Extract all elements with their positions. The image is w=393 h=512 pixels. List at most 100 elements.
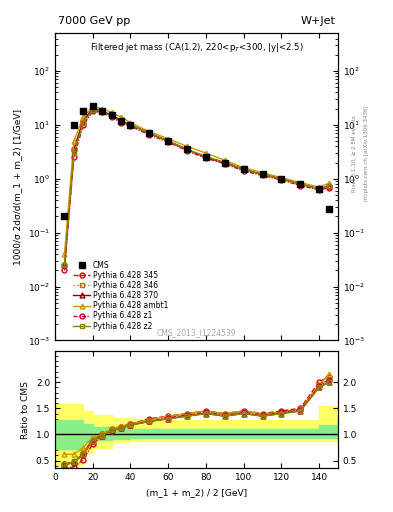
Pythia 6.428 345: [326, 183, 331, 189]
Pythia 6.428 345: [90, 105, 95, 112]
Pythia 6.428 ambt1: [147, 129, 152, 135]
Pythia 6.428 345: [166, 138, 171, 144]
Pythia 6.428 345: [100, 108, 105, 114]
Pythia 6.428 346: [166, 138, 171, 144]
Pythia 6.428 z2: [90, 107, 95, 113]
Pythia 6.428 z1: [317, 187, 321, 193]
Pythia 6.428 z1: [260, 173, 265, 179]
Pythia 6.428 z2: [100, 109, 105, 115]
CMS: [326, 205, 331, 211]
Pythia 6.428 z2: [222, 159, 227, 165]
Line: CMS: CMS: [61, 103, 332, 220]
CMS: [81, 108, 86, 114]
Pythia 6.428 370: [298, 181, 303, 187]
Pythia 6.428 z1: [222, 161, 227, 167]
Pythia 6.428 345: [147, 130, 152, 136]
Pythia 6.428 z2: [317, 186, 321, 192]
Pythia 6.428 z1: [204, 155, 208, 161]
Pythia 6.428 z2: [166, 138, 171, 144]
Pythia 6.428 z2: [241, 166, 246, 173]
Pythia 6.428 370: [241, 166, 246, 173]
Text: Rivet 3.1.10, ≥ 2.5M events: Rivet 3.1.10, ≥ 2.5M events: [352, 115, 357, 192]
CMS: [62, 214, 67, 220]
Pythia 6.428 z1: [128, 123, 133, 129]
Pythia 6.428 ambt1: [128, 120, 133, 126]
Text: 7000 GeV pp: 7000 GeV pp: [58, 15, 130, 26]
Pythia 6.428 370: [119, 118, 123, 124]
Pythia 6.428 ambt1: [317, 184, 321, 190]
Line: Pythia 6.428 345: Pythia 6.428 345: [62, 106, 331, 268]
CMS: [279, 176, 284, 182]
Pythia 6.428 345: [298, 181, 303, 187]
Pythia 6.428 346: [119, 118, 123, 124]
Pythia 6.428 ambt1: [109, 110, 114, 116]
Pythia 6.428 ambt1: [100, 105, 105, 112]
Pythia 6.428 346: [260, 172, 265, 178]
CMS: [128, 122, 133, 128]
Line: Pythia 6.428 346: Pythia 6.428 346: [62, 106, 331, 268]
Pythia 6.428 370: [62, 262, 67, 268]
Pythia 6.428 370: [279, 176, 284, 182]
Pythia 6.428 z2: [260, 172, 265, 178]
Pythia 6.428 z1: [81, 122, 86, 128]
Pythia 6.428 ambt1: [119, 114, 123, 120]
Pythia 6.428 ambt1: [222, 157, 227, 163]
Pythia 6.428 ambt1: [185, 143, 189, 150]
Pythia 6.428 z1: [147, 132, 152, 138]
Pythia 6.428 370: [185, 146, 189, 153]
CMS: [260, 172, 265, 178]
Y-axis label: Ratio to CMS: Ratio to CMS: [21, 380, 30, 439]
CMS: [109, 112, 114, 118]
Legend: CMS, Pythia 6.428 345, Pythia 6.428 346, Pythia 6.428 370, Pythia 6.428 ambt1, P: CMS, Pythia 6.428 345, Pythia 6.428 346,…: [70, 258, 171, 334]
Pythia 6.428 346: [147, 130, 152, 136]
Pythia 6.428 z2: [279, 176, 284, 182]
Pythia 6.428 345: [241, 166, 246, 173]
Line: Pythia 6.428 370: Pythia 6.428 370: [62, 106, 331, 268]
Pythia 6.428 346: [326, 183, 331, 189]
Pythia 6.428 z1: [119, 120, 123, 126]
CMS: [166, 138, 171, 144]
Pythia 6.428 z1: [100, 110, 105, 116]
Line: Pythia 6.428 z1: Pythia 6.428 z1: [62, 109, 331, 273]
CMS: [72, 122, 76, 128]
Pythia 6.428 345: [204, 154, 208, 160]
Pythia 6.428 z2: [119, 118, 123, 124]
Pythia 6.428 346: [81, 118, 86, 124]
Pythia 6.428 ambt1: [166, 136, 171, 142]
Pythia 6.428 345: [81, 118, 86, 124]
Pythia 6.428 346: [109, 112, 114, 118]
Pythia 6.428 z1: [72, 154, 76, 160]
Pythia 6.428 z2: [109, 113, 114, 119]
Text: W+Jet: W+Jet: [300, 15, 335, 26]
Pythia 6.428 z1: [279, 177, 284, 183]
Pythia 6.428 370: [90, 105, 95, 112]
Pythia 6.428 346: [279, 176, 284, 182]
Pythia 6.428 370: [109, 112, 114, 118]
Pythia 6.428 370: [260, 172, 265, 178]
Pythia 6.428 z2: [147, 130, 152, 136]
Pythia 6.428 z1: [298, 182, 303, 188]
Pythia 6.428 345: [317, 186, 321, 192]
CMS: [317, 186, 321, 192]
CMS: [100, 108, 105, 114]
Pythia 6.428 346: [241, 166, 246, 173]
Pythia 6.428 z1: [185, 148, 189, 154]
Pythia 6.428 346: [62, 262, 67, 268]
Pythia 6.428 ambt1: [81, 114, 86, 120]
Pythia 6.428 370: [128, 122, 133, 128]
Pythia 6.428 ambt1: [279, 175, 284, 181]
Pythia 6.428 370: [100, 108, 105, 114]
Pythia 6.428 346: [204, 154, 208, 160]
Pythia 6.428 370: [317, 186, 321, 192]
CMS: [90, 103, 95, 110]
CMS: [222, 159, 227, 165]
Pythia 6.428 345: [185, 146, 189, 153]
Pythia 6.428 z2: [326, 183, 331, 189]
Pythia 6.428 ambt1: [62, 251, 67, 257]
Pythia 6.428 345: [62, 262, 67, 268]
Pythia 6.428 370: [204, 154, 208, 160]
Pythia 6.428 z1: [241, 168, 246, 174]
Text: Filtered jet mass (CA(1.2), 220<p$_T$<300, |y|<2.5): Filtered jet mass (CA(1.2), 220<p$_T$<30…: [90, 41, 303, 54]
Pythia 6.428 370: [222, 159, 227, 165]
Pythia 6.428 346: [90, 105, 95, 112]
